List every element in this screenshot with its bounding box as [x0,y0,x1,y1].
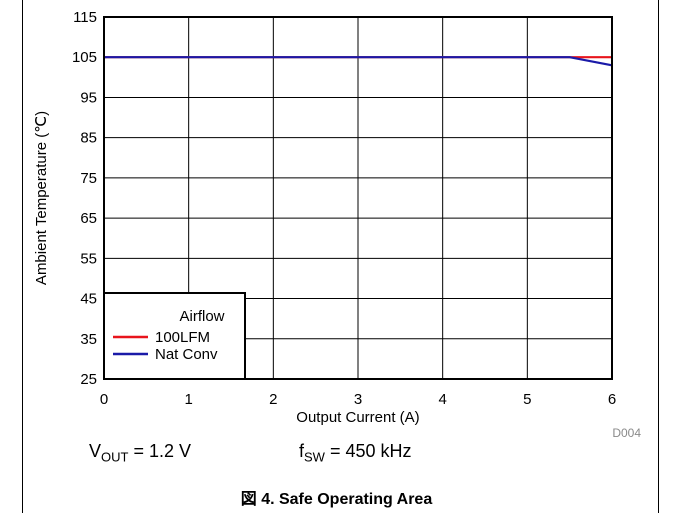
y-tick-label: 35 [80,331,97,348]
legend-title: Airflow [179,308,224,325]
x-tick-label: 2 [269,391,277,408]
x-tick-label: 1 [184,391,192,408]
x-tick-label: 3 [354,391,362,408]
legend-entry: Nat Conv [155,346,218,363]
fsw-condition: fSW = 450 kHz [299,441,412,465]
vout-symbol: V [89,441,102,461]
y-axis-title: Ambient Temperature (℃) [33,111,50,285]
y-tick-label: 95 [80,89,97,106]
fsw-value: = 450 kHz [324,441,412,461]
x-tick-label: 4 [438,391,446,408]
figure-code: D004 [612,426,641,440]
fsw-subscript: SW [304,449,325,465]
vout-subscript: OUT [101,449,129,465]
vout-condition: VOUT = 1.2 V [89,441,191,465]
legend-entry: 100LFM [155,329,210,346]
vout-value: = 1.2 V [128,441,192,461]
x-tick-label: 0 [100,391,108,408]
page-frame-left [22,0,23,513]
y-tick-label: 75 [80,170,97,187]
series-lines [104,56,613,67]
y-tick-label: 45 [80,291,97,308]
y-tick-label: 65 [80,210,97,227]
figure-caption: 図 4. Safe Operating Area [240,491,433,508]
y-tick-label: 85 [80,130,97,147]
x-tick-label: 5 [523,391,531,408]
y-tick-label: 25 [80,371,97,388]
series-line [104,56,613,67]
plot-frame [103,16,613,380]
fsw-symbol: f [299,441,305,461]
x-tick-label: 6 [608,391,616,408]
y-tick-label: 105 [72,49,97,66]
y-tick-label: 115 [73,9,97,26]
x-axis-title: Output Current (A) [296,409,419,426]
y-tick-label: 55 [80,250,97,267]
page-frame-right [658,0,659,513]
